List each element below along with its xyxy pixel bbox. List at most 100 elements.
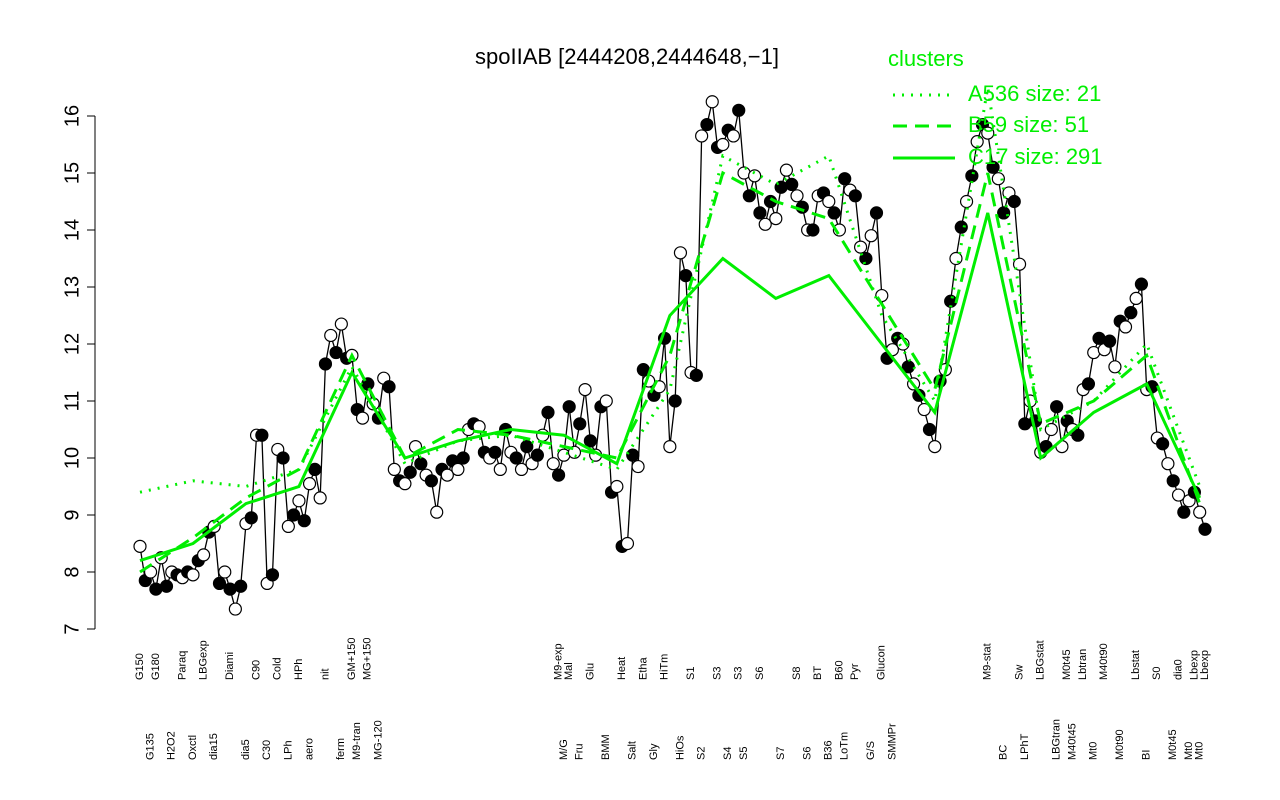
data-point — [679, 269, 693, 283]
data-point — [1071, 428, 1085, 442]
x-tick-label: M0t45 — [1167, 729, 1179, 760]
data-point — [928, 440, 942, 454]
x-tick-label: dia0 — [1172, 659, 1184, 680]
data-point — [853, 240, 868, 254]
data-point — [742, 189, 756, 203]
data-point — [520, 440, 534, 454]
x-tick-label: BI — [1141, 750, 1153, 760]
x-tick-label: H2O2 — [166, 731, 178, 760]
data-point — [546, 457, 560, 471]
data-point — [398, 477, 412, 491]
data-point — [424, 474, 439, 488]
data-point — [1129, 291, 1143, 305]
data-point — [949, 251, 963, 266]
data-point — [578, 383, 592, 397]
data-point — [1193, 505, 1207, 519]
x-tick-label: G/S — [865, 741, 877, 760]
legend-label: C17 size: 291 — [968, 144, 1103, 169]
x-tick-label: Sw — [1013, 665, 1025, 680]
data-point — [488, 445, 502, 459]
data-point — [196, 548, 211, 562]
chart-title: spoIIAB [2444208,2444648,−1] — [475, 44, 779, 69]
data-point — [514, 462, 529, 476]
x-tick-label: Pyr — [849, 663, 861, 680]
x-tick-label: BMM — [600, 734, 612, 760]
x-tick-label: LBGtran — [1051, 719, 1063, 760]
data-point — [324, 328, 338, 343]
x-tick-label: S1 — [685, 667, 697, 680]
data-point — [626, 448, 640, 462]
data-point — [355, 411, 370, 425]
y-tick-label: 15 — [61, 162, 83, 184]
x-tick-label: G180 — [150, 653, 162, 680]
x-tick-label: ferm — [335, 738, 347, 760]
data-point — [308, 462, 322, 476]
data-point — [695, 129, 709, 143]
x-tick-label: S6 — [754, 667, 766, 680]
y-tick-label: 9 — [61, 509, 83, 520]
data-point — [1108, 360, 1122, 374]
x-tick-label: Paraq — [176, 651, 188, 680]
data-point — [864, 229, 878, 243]
x-tick-label: BC — [998, 745, 1010, 760]
x-tick-label: S2 — [696, 747, 708, 760]
y-tick-label: 13 — [61, 276, 83, 298]
x-tick-label: S7 — [775, 747, 787, 760]
data-point — [334, 317, 348, 331]
data-point — [541, 405, 555, 419]
x-tick-label: Cold — [272, 657, 284, 680]
x-tick-label: G135 — [145, 733, 157, 760]
x-tick-label: C30 — [261, 740, 273, 760]
data-point — [1124, 306, 1138, 320]
y-tick-label: 7 — [61, 623, 83, 634]
data-point — [159, 579, 174, 593]
x-tick-label: LPhT — [1019, 733, 1031, 760]
data-point — [1012, 257, 1027, 271]
x-tick-label: Mt0 — [1088, 742, 1100, 760]
data-point — [599, 394, 613, 408]
cluster-line — [139, 212, 1202, 563]
data-point — [234, 579, 248, 593]
x-tick-label: S6 — [802, 747, 814, 760]
data-point — [668, 394, 682, 408]
data-point — [981, 126, 995, 140]
data-point — [997, 206, 1011, 220]
x-tick-label: HiOs — [674, 735, 686, 760]
data-point — [1081, 377, 1096, 391]
x-tick-label: S3 — [733, 667, 745, 680]
x-tick-label: B60 — [833, 660, 845, 680]
data-point — [822, 194, 836, 209]
x-tick-label: Glu — [584, 663, 596, 680]
data-point — [287, 508, 301, 522]
data-point — [827, 206, 841, 220]
x-tick-label: Etha — [637, 656, 649, 680]
x-tick-label: M0t90 — [1114, 729, 1126, 760]
data-point — [329, 345, 343, 360]
data-point — [673, 246, 688, 260]
data-point — [700, 117, 714, 132]
data-point — [748, 169, 762, 183]
x-tick-label: HPh — [293, 659, 305, 680]
x-tick-label: HiTm — [658, 654, 670, 680]
data-point — [133, 539, 147, 553]
data-point — [583, 434, 597, 448]
data-point — [530, 448, 544, 462]
data-point — [414, 457, 428, 471]
data-point — [753, 206, 767, 220]
x-tick-label: S0 — [1151, 667, 1163, 680]
data-point — [1007, 194, 1021, 209]
data-point — [562, 400, 576, 414]
data-point — [726, 129, 741, 143]
data-point — [382, 380, 396, 394]
data-point — [276, 451, 290, 465]
x-tick-label: Oxctl — [187, 735, 199, 760]
x-tick-label: BT — [812, 666, 824, 680]
data-point — [551, 468, 566, 482]
data-point — [779, 163, 794, 177]
x-tick-label: B36 — [823, 740, 835, 760]
x-tick-label: dia5 — [240, 739, 252, 760]
x-tick-label: Lbstat — [1130, 650, 1142, 680]
data-point — [859, 251, 873, 266]
